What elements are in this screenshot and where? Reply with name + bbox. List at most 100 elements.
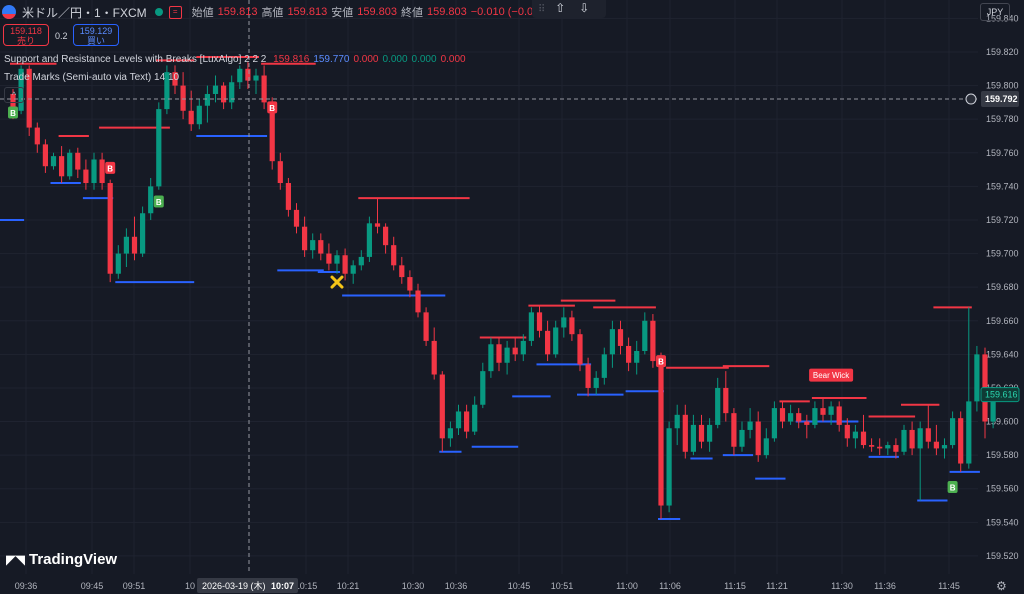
trade-marker[interactable] xyxy=(656,355,666,368)
candle-body[interactable] xyxy=(642,320,648,351)
candle-body[interactable] xyxy=(617,329,624,346)
candle-body[interactable] xyxy=(407,277,413,291)
candle-body[interactable] xyxy=(156,109,162,187)
candle-body[interactable] xyxy=(901,429,907,452)
candle-body[interactable] xyxy=(383,226,389,246)
candle-body[interactable] xyxy=(520,340,526,355)
candle-body[interactable] xyxy=(877,446,883,449)
arrow-down-icon[interactable]: ⇩ xyxy=(579,1,590,15)
candle-body[interactable] xyxy=(828,406,834,415)
candle-body[interactable] xyxy=(447,428,453,439)
candle-body[interactable] xyxy=(731,413,737,447)
candle-body[interactable] xyxy=(164,72,170,110)
candle-body[interactable] xyxy=(472,404,478,432)
currency-button[interactable]: JPY xyxy=(980,3,1010,21)
candle-body[interactable] xyxy=(464,411,470,432)
floating-toolbar[interactable]: ⠿ ⇧ ⇩ xyxy=(532,0,606,18)
candle-body[interactable] xyxy=(747,421,753,430)
candle-body[interactable] xyxy=(917,428,923,449)
candle-body[interactable] xyxy=(755,421,761,456)
candle-body[interactable] xyxy=(318,240,324,254)
hide-button[interactable]: = xyxy=(168,5,182,19)
candle-body[interactable] xyxy=(253,75,259,81)
candle-body[interactable] xyxy=(277,161,283,184)
candle-body[interactable] xyxy=(261,75,267,103)
candle-body[interactable] xyxy=(723,387,729,414)
candle-body[interactable] xyxy=(925,428,931,442)
symbol-title[interactable]: 米ドル／円・1・FXCM xyxy=(22,5,147,20)
candle-body[interactable] xyxy=(140,213,146,254)
candle-body[interactable] xyxy=(569,317,575,335)
candle-body[interactable] xyxy=(593,377,599,388)
candle-body[interactable] xyxy=(682,414,688,452)
drag-handle-icon[interactable]: ⠿ xyxy=(538,3,546,15)
candle-body[interactable] xyxy=(690,424,696,452)
candle-body[interactable] xyxy=(67,152,73,177)
candle-body[interactable] xyxy=(860,431,867,446)
candle-body[interactable] xyxy=(788,413,794,422)
candle-body[interactable] xyxy=(310,240,316,251)
candle-body[interactable] xyxy=(909,429,915,449)
candle-body[interactable] xyxy=(115,253,121,274)
candle-body[interactable] xyxy=(107,183,113,274)
candle-body[interactable] xyxy=(59,156,65,177)
candle-body[interactable] xyxy=(820,408,826,415)
candle-body[interactable] xyxy=(974,354,980,402)
candle-body[interactable] xyxy=(844,424,850,439)
arrow-up-icon[interactable]: ⇧ xyxy=(555,1,566,15)
candle-body[interactable] xyxy=(715,387,721,425)
indicator-trade-marks[interactable]: Trade Marks (Semi-auto via Text) 14 10 xyxy=(4,72,179,83)
candle-body[interactable] xyxy=(553,327,559,355)
candle-body[interactable] xyxy=(180,85,186,111)
candle-body[interactable] xyxy=(674,414,680,429)
candle-body[interactable] xyxy=(958,418,964,464)
candle-body[interactable] xyxy=(698,424,705,442)
candle-body[interactable] xyxy=(504,347,510,363)
candle-body[interactable] xyxy=(480,371,486,405)
candle-body[interactable] xyxy=(650,320,656,362)
candle-body[interactable] xyxy=(172,72,178,86)
candle-body[interactable] xyxy=(237,68,243,83)
candle-body[interactable] xyxy=(75,152,81,170)
candle-body[interactable] xyxy=(366,223,372,257)
trade-marker[interactable] xyxy=(153,195,164,208)
add-alert-plus-icon[interactable] xyxy=(965,93,977,105)
candle-body[interactable] xyxy=(399,265,405,278)
candle-body[interactable] xyxy=(245,68,251,81)
candle-body[interactable] xyxy=(601,354,607,378)
candle-body[interactable] xyxy=(941,445,948,449)
candle-body[interactable] xyxy=(123,236,129,254)
candle-body[interactable] xyxy=(204,93,210,106)
candle-body[interactable] xyxy=(455,411,462,429)
candle-body[interactable] xyxy=(836,406,842,425)
trade-marker[interactable] xyxy=(947,481,958,494)
candle-body[interactable] xyxy=(577,334,583,365)
candle-body[interactable] xyxy=(415,290,421,313)
candle-body[interactable] xyxy=(536,312,543,331)
candle-body[interactable] xyxy=(512,347,518,355)
buy-button[interactable]: 159.129 買い xyxy=(73,24,119,46)
candle-body[interactable] xyxy=(212,85,219,94)
candle-body[interactable] xyxy=(950,418,956,446)
candle-body[interactable] xyxy=(83,169,89,184)
candle-body[interactable] xyxy=(42,144,48,167)
candle-body[interactable] xyxy=(439,374,445,439)
candle-body[interactable] xyxy=(561,317,567,328)
candle-body[interactable] xyxy=(391,245,397,266)
collapse-indicators-button[interactable]: ^ xyxy=(4,87,24,103)
candle-body[interactable] xyxy=(350,265,356,274)
candle-body[interactable] xyxy=(933,441,939,449)
trade-marker[interactable] xyxy=(8,106,18,119)
indicator-sr-levels[interactable]: Support and Resistance Levels with Break… xyxy=(4,54,466,65)
candle-body[interactable] xyxy=(131,236,138,254)
candle-body[interactable] xyxy=(779,408,786,422)
candle-body[interactable] xyxy=(893,445,899,452)
trade-marker[interactable] xyxy=(267,101,278,114)
sell-button[interactable]: 159.118 売り xyxy=(3,24,49,46)
candle-body[interactable] xyxy=(285,183,291,210)
candle-body[interactable] xyxy=(626,345,632,363)
gear-icon[interactable]: ⚙ xyxy=(996,579,1007,593)
trade-marker[interactable] xyxy=(105,161,116,174)
candle-body[interactable] xyxy=(609,329,615,355)
candle-body[interactable] xyxy=(26,68,32,128)
